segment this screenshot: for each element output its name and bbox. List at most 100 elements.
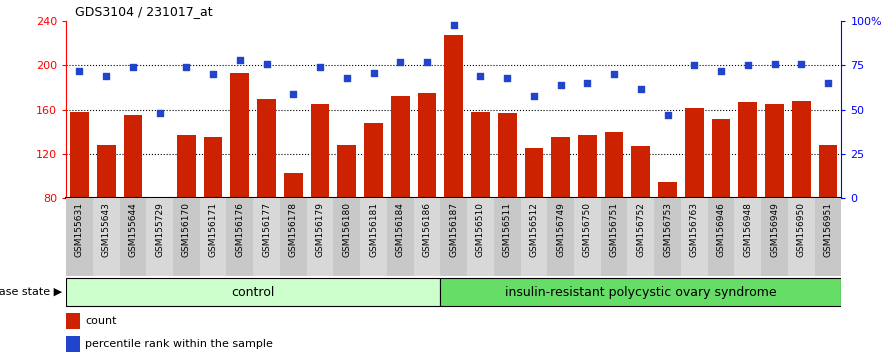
Bar [792, 101, 811, 287]
Bar [494, 198, 521, 276]
Bar [66, 198, 93, 276]
Text: GSM156753: GSM156753 [663, 202, 672, 257]
Bar [655, 198, 681, 276]
Bar [231, 73, 249, 287]
Text: GSM156180: GSM156180 [343, 202, 352, 257]
Bar [552, 137, 570, 287]
Bar [788, 198, 815, 276]
Bar [66, 278, 440, 306]
Bar [253, 198, 280, 276]
Text: GSM156187: GSM156187 [449, 202, 458, 257]
Text: GSM156763: GSM156763 [690, 202, 699, 257]
Bar [681, 198, 707, 276]
Bar [97, 145, 115, 287]
Text: GSM156750: GSM156750 [583, 202, 592, 257]
Bar [337, 145, 356, 287]
Bar [601, 198, 627, 276]
Bar [707, 198, 735, 276]
Text: GSM156948: GSM156948 [744, 202, 752, 257]
Text: insulin-resistant polycystic ovary syndrome: insulin-resistant polycystic ovary syndr… [505, 286, 777, 298]
Point [581, 80, 595, 86]
Text: GDS3104 / 231017_at: GDS3104 / 231017_at [75, 5, 212, 18]
Text: GSM156186: GSM156186 [423, 202, 432, 257]
Text: percentile rank within the sample: percentile rank within the sample [85, 339, 273, 349]
Bar [387, 198, 413, 276]
Bar [413, 198, 440, 276]
Point [741, 63, 755, 68]
Bar [151, 199, 169, 287]
Point [206, 72, 220, 77]
Point [126, 64, 140, 70]
Text: control: control [232, 286, 275, 298]
Text: GSM156178: GSM156178 [289, 202, 298, 257]
Text: GSM156179: GSM156179 [315, 202, 324, 257]
Bar [307, 198, 333, 276]
Bar [93, 198, 120, 276]
Point [714, 68, 728, 74]
Bar [761, 198, 788, 276]
Bar [632, 146, 650, 287]
Bar [712, 119, 730, 287]
Bar [226, 198, 253, 276]
Bar [574, 198, 601, 276]
Point [821, 80, 835, 86]
Point [553, 82, 567, 88]
Point [473, 73, 487, 79]
Bar [177, 135, 196, 287]
Text: GSM155631: GSM155631 [75, 202, 84, 257]
Point [233, 57, 247, 63]
Text: GSM156752: GSM156752 [636, 202, 646, 257]
Point [633, 86, 648, 91]
Bar [364, 123, 383, 287]
Bar [547, 198, 574, 276]
Bar [360, 198, 387, 276]
Point [687, 63, 701, 68]
Bar [66, 313, 80, 329]
Point [767, 61, 781, 67]
Point [340, 75, 354, 81]
Bar [280, 198, 307, 276]
Text: GSM156950: GSM156950 [796, 202, 806, 257]
Point [180, 64, 194, 70]
Point [72, 68, 86, 74]
Bar [311, 104, 329, 287]
Point [366, 70, 381, 75]
Bar [578, 135, 596, 287]
Bar [735, 198, 761, 276]
Bar [604, 132, 624, 287]
Text: GSM156510: GSM156510 [476, 202, 485, 257]
Text: GSM156181: GSM156181 [369, 202, 378, 257]
Text: GSM156751: GSM156751 [610, 202, 618, 257]
Text: GSM156749: GSM156749 [556, 202, 565, 257]
Point [393, 59, 407, 65]
Text: GSM156512: GSM156512 [529, 202, 538, 257]
Bar [200, 198, 226, 276]
Bar [498, 113, 516, 287]
Point [100, 73, 114, 79]
Text: count: count [85, 316, 117, 326]
Bar [66, 336, 80, 352]
Text: GSM156951: GSM156951 [824, 202, 833, 257]
Text: GSM155644: GSM155644 [129, 202, 137, 257]
Point [661, 112, 675, 118]
Bar [391, 97, 410, 287]
Bar [257, 99, 276, 287]
Bar [658, 182, 677, 287]
Bar [440, 278, 841, 306]
Bar [444, 34, 463, 287]
Bar [120, 198, 146, 276]
Bar [521, 198, 547, 276]
Text: GSM156176: GSM156176 [235, 202, 244, 257]
Bar [146, 198, 173, 276]
Point [152, 110, 167, 116]
Point [260, 61, 274, 67]
Bar [685, 108, 704, 287]
Text: GSM156184: GSM156184 [396, 202, 404, 257]
Point [447, 22, 461, 28]
Point [420, 59, 434, 65]
Point [286, 91, 300, 97]
Bar [284, 173, 303, 287]
Bar [766, 104, 784, 287]
Text: GSM156170: GSM156170 [181, 202, 191, 257]
Text: disease state ▶: disease state ▶ [0, 287, 62, 297]
